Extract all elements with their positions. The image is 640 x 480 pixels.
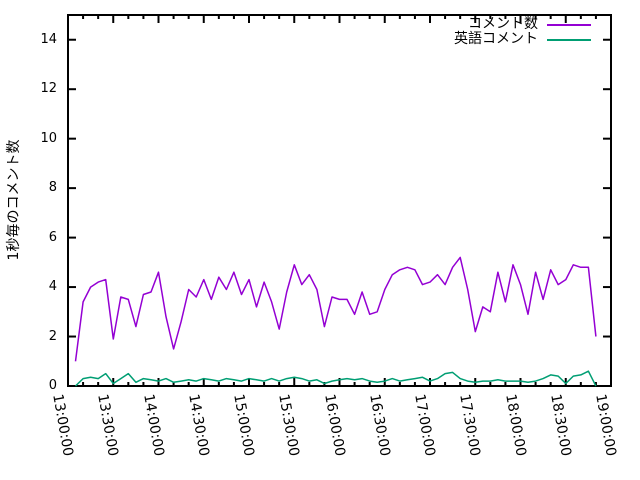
y-tick-label: 2: [48, 328, 57, 344]
y-tick-label: 12: [40, 81, 57, 97]
y-tick-label: 8: [48, 180, 57, 196]
legend-row-english-comments: 英語コメント: [454, 32, 591, 47]
y-tick-label: 10: [40, 130, 57, 146]
plot-border: [67, 14, 612, 387]
legend-label-comments: コメント数: [468, 16, 538, 32]
y-tick-label: 4: [48, 279, 57, 295]
y-tick-label: 0: [48, 378, 57, 393]
legend-label-english-comments: 英語コメント: [454, 31, 538, 47]
series-line-1: [74, 370, 597, 387]
legend-line-sample-english-comments: [547, 38, 591, 41]
y-tick-label: 6: [48, 229, 57, 245]
legend: コメント数 英語コメント: [454, 17, 591, 47]
legend-row-comments: コメント数: [454, 17, 591, 32]
y-tick-label: 14: [40, 31, 57, 47]
legend-line-sample-comments: [547, 23, 591, 26]
series-line-0: [74, 256, 597, 362]
